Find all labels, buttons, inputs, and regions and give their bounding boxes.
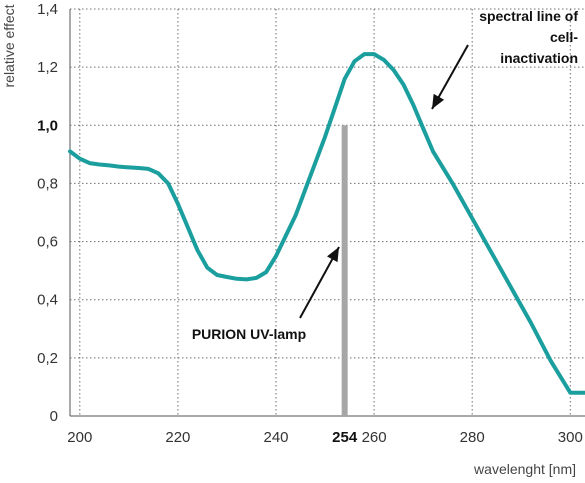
x-tick-label: 220 xyxy=(165,429,190,446)
x-tick-label: 260 xyxy=(362,429,387,446)
annotation-line: spectral line of xyxy=(479,8,578,24)
x-tick-label: 254 xyxy=(332,429,358,446)
series-group xyxy=(68,52,585,395)
x-tick-label: 240 xyxy=(263,429,288,446)
spectral-arrow-head xyxy=(432,93,445,109)
annotation-line: inactivation xyxy=(500,50,578,66)
y-tick-label: 0,2 xyxy=(37,350,58,367)
y-tick-label: 1,2 xyxy=(37,59,58,76)
series-line xyxy=(68,52,585,395)
x-tick-labels: 200 220 240 254 260 280 300 xyxy=(67,429,583,446)
grid xyxy=(70,8,585,416)
y-tick-label: 0,4 xyxy=(37,292,58,309)
annotation-line: cell- xyxy=(550,29,578,45)
annotation-spectral-line: spectral line of cell-inactivation xyxy=(479,8,578,66)
y-axis-label: relative effect xyxy=(1,4,17,87)
x-axis-label: wavelenght [nm] xyxy=(473,461,576,477)
y-tick-label: 0,6 xyxy=(37,234,58,251)
y-tick-label: 1,0 xyxy=(37,117,58,134)
x-tick-label: 300 xyxy=(558,429,583,446)
annotation-arrows xyxy=(299,44,469,319)
axes xyxy=(69,9,585,417)
annotation-purion-lamp: PURION UV-lamp xyxy=(192,326,306,342)
x-tick-label: 200 xyxy=(67,429,92,446)
y-tick-label: 0,8 xyxy=(37,175,58,192)
y-tick-label: 1,4 xyxy=(37,1,58,18)
x-tick-label: 280 xyxy=(460,429,485,446)
y-tick-labels: 0 0,2 0,4 0,6 0,8 1,0 1,2 1,4 xyxy=(37,1,58,425)
y-tick-label: 0 xyxy=(50,408,58,425)
lamp-arrow-head xyxy=(327,247,339,263)
